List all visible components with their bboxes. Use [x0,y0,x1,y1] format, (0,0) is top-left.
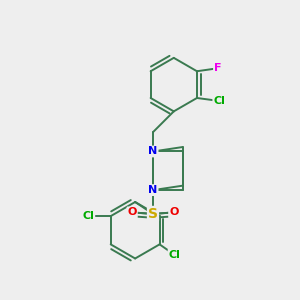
Text: F: F [214,63,221,73]
Text: O: O [128,207,137,218]
Text: Cl: Cl [169,250,180,260]
Text: N: N [148,146,158,157]
Text: O: O [169,207,178,218]
Text: Cl: Cl [82,211,94,221]
Text: N: N [148,185,158,195]
Text: S: S [148,207,158,221]
Text: Cl: Cl [213,96,225,106]
